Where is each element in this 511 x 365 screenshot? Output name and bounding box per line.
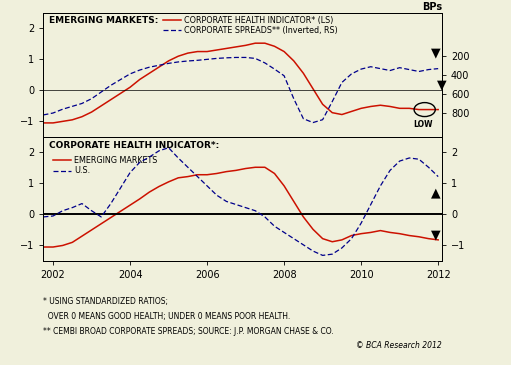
Text: ▼: ▼ [437, 78, 447, 91]
Text: ▼: ▼ [431, 47, 441, 59]
Text: ▲: ▲ [431, 186, 441, 199]
Legend: EMERGING MARKETS, U.S.: EMERGING MARKETS, U.S. [54, 156, 158, 176]
Legend: CORPORATE HEALTH INDICATOR* (LS), CORPORATE SPREADS** (Inverted, RS): CORPORATE HEALTH INDICATOR* (LS), CORPOR… [163, 16, 338, 35]
Text: CORPORATE HEALTH INDICATOR*:: CORPORATE HEALTH INDICATOR*: [50, 141, 220, 150]
Text: EMERGING MARKETS:: EMERGING MARKETS: [50, 16, 159, 26]
Text: OVER 0 MEANS GOOD HEALTH; UNDER 0 MEANS POOR HEALTH.: OVER 0 MEANS GOOD HEALTH; UNDER 0 MEANS … [43, 312, 291, 321]
Text: ** CEMBI BROAD CORPORATE SPREADS; SOURCE: J.P. MORGAN CHASE & CO.: ** CEMBI BROAD CORPORATE SPREADS; SOURCE… [43, 327, 334, 336]
Text: BPs: BPs [422, 1, 442, 12]
Text: ▼: ▼ [431, 228, 441, 241]
Text: LOW: LOW [413, 119, 432, 128]
Text: * USING STANDARDIZED RATIOS;: * USING STANDARDIZED RATIOS; [43, 297, 169, 307]
Text: © BCA Research 2012: © BCA Research 2012 [356, 341, 442, 350]
